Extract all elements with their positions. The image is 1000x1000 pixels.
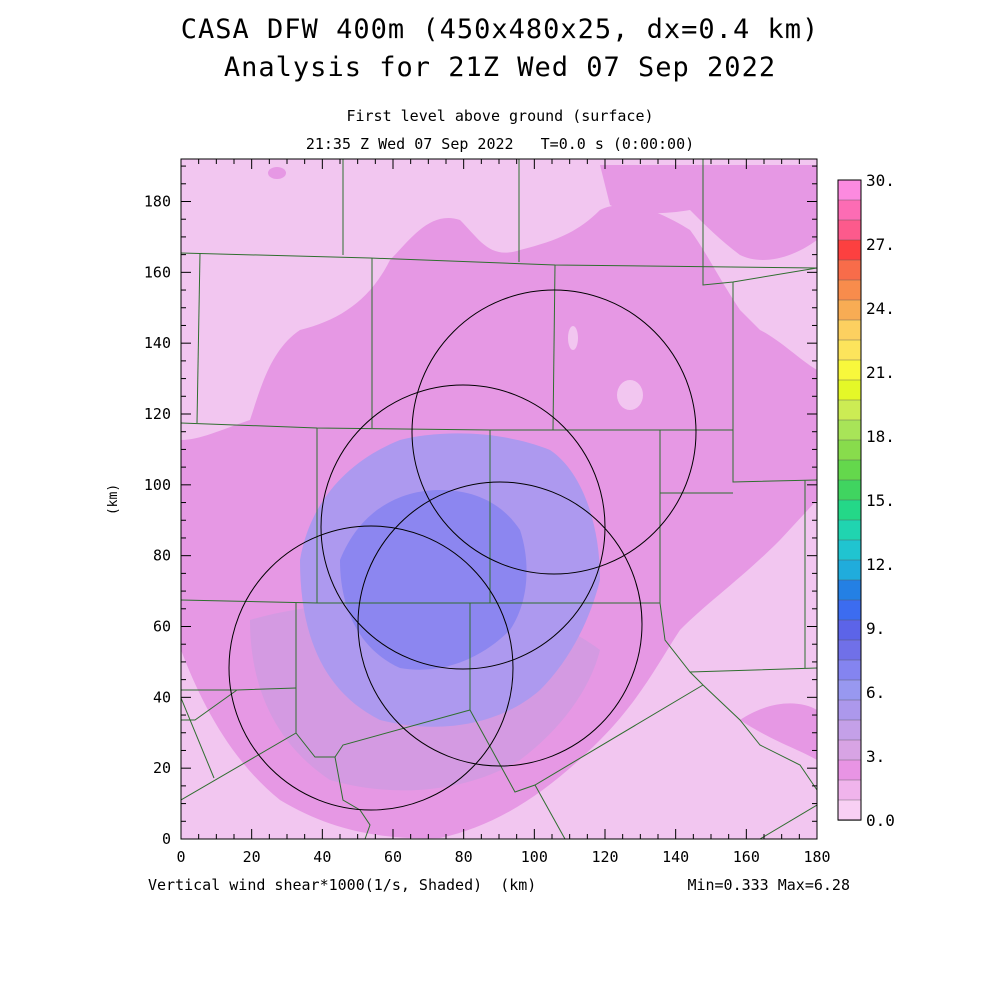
y-tick-label: 120	[144, 405, 171, 423]
colorbar-label: 18.	[866, 427, 895, 446]
colorbar-swatch	[837, 259, 862, 281]
colorbar-swatch	[837, 719, 862, 741]
y-tick-label: 20	[153, 759, 171, 777]
x-tick-label: 160	[733, 848, 760, 866]
y-tick-label: 0	[162, 830, 171, 848]
colorbar-swatch	[837, 439, 862, 461]
colorbar-label: 21.	[866, 363, 895, 382]
colorbar-label: 15.	[866, 491, 895, 510]
x-tick-label: 40	[313, 848, 331, 866]
plot-title: CASA DFW 400m (450x480x25, dx=0.4 km)	[180, 14, 820, 45]
colorbar-swatch	[837, 579, 862, 601]
colorbar-swatch	[837, 619, 862, 641]
colorbar-label: 24.	[866, 299, 895, 318]
plot-subtitle-level: First level above ground (surface)	[346, 107, 654, 125]
y-tick-label: 60	[153, 618, 171, 636]
colorbar-swatch	[837, 299, 862, 321]
colorbar-swatch	[837, 219, 862, 241]
x-tick-label: 120	[591, 848, 618, 866]
colorbar-label: 0.0	[866, 811, 895, 830]
colorbar-swatch	[837, 379, 862, 401]
county-boundaries	[181, 159, 817, 839]
y-tick-label: 100	[144, 476, 171, 494]
colorbar-label: 27.	[866, 235, 895, 254]
field-caption: Vertical wind shear*1000(1/s, Shaded) (k…	[148, 876, 537, 894]
y-tick-label: 140	[144, 334, 171, 352]
field-patch	[568, 326, 578, 350]
y-axis-label: (km)	[106, 483, 122, 516]
radar-range-rings	[228, 289, 697, 811]
field-patch	[268, 167, 286, 179]
x-axis: 0 20 40 60 80 100 120 140 160 180	[176, 159, 831, 866]
x-tick-label: 60	[384, 848, 402, 866]
colorbar-swatch	[837, 539, 862, 561]
field-high	[340, 490, 527, 670]
radar-ring-central	[320, 384, 606, 670]
colorbar-label: 9.	[866, 619, 885, 638]
colorbar-swatch	[837, 419, 862, 441]
colorbar-swatch	[837, 479, 862, 501]
colorbar-swatch	[837, 739, 862, 761]
colorbar-swatch	[837, 659, 862, 681]
colorbar-swatch	[837, 599, 862, 621]
plot-title-analysis-time: Analysis for 21Z Wed 07 Sep 2022	[223, 52, 777, 83]
colorbar-swatch	[837, 459, 862, 481]
colorbar-frame	[837, 179, 862, 821]
radar-ring-southwest	[228, 525, 514, 811]
colorbar-swatch	[837, 519, 862, 541]
colorbar-swatch	[837, 279, 862, 301]
field-low-southeast	[740, 703, 817, 760]
colorbar-swatch	[837, 239, 862, 261]
colorbar-swatch	[837, 179, 862, 201]
y-tick-label: 80	[153, 547, 171, 565]
field-patch	[617, 380, 643, 410]
x-tick-label: 140	[662, 848, 689, 866]
colorbar-swatch	[837, 779, 862, 801]
x-tick-label: 80	[455, 848, 473, 866]
colorbar-swatch	[837, 559, 862, 581]
x-tick-label: 100	[521, 848, 548, 866]
x-tick-label: 180	[803, 848, 830, 866]
y-tick-label: 180	[144, 193, 171, 211]
colorbar-swatch	[837, 679, 862, 701]
y-axis: 0 20 40 60 80 100 120 140 160 180	[144, 165, 817, 848]
colorbar-swatch	[837, 759, 862, 781]
colorbar-swatch	[837, 359, 862, 381]
colorbar-label: 12.	[866, 555, 895, 574]
plot-subtitle-valid-time: 21:35 Z Wed 07 Sep 2022 T=0.0 s (0:00:00…	[305, 135, 695, 153]
colorbar-swatch	[837, 499, 862, 521]
min-max-readout: Min=0.333 Max=6.28	[687, 876, 850, 894]
x-tick-label: 0	[176, 848, 185, 866]
colorbar-swatch	[837, 199, 862, 221]
colorbar: 30. 27. 24. 21. 18. 15. 12. 9. 6. 3. 0.0	[837, 171, 895, 830]
shear-field	[181, 159, 817, 839]
x-tick-label: 20	[243, 848, 261, 866]
colorbar-swatch	[837, 339, 862, 361]
field-low-northeast	[600, 165, 817, 260]
colorbar-swatch	[837, 639, 862, 661]
radar-ring-north	[411, 289, 697, 575]
colorbar-swatch	[837, 799, 862, 821]
colorbar-label: 30.	[866, 171, 895, 190]
radar-ring-south	[357, 481, 643, 767]
colorbar-label: 3.	[866, 747, 885, 766]
y-tick-label: 160	[144, 263, 171, 281]
y-tick-label: 40	[153, 688, 171, 706]
colorbar-swatch	[837, 699, 862, 721]
colorbar-swatch	[837, 319, 862, 341]
colorbar-swatch	[837, 399, 862, 421]
colorbar-label: 6.	[866, 683, 885, 702]
